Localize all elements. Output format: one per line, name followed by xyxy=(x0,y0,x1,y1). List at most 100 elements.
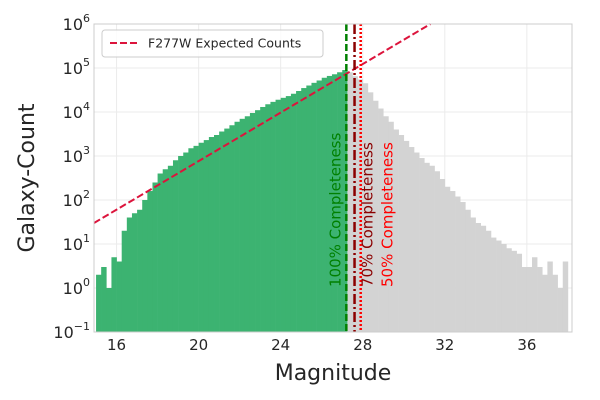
bar-undetected xyxy=(383,116,389,332)
y-axis-label: Galaxy-Count xyxy=(15,103,40,252)
bar-detected xyxy=(131,213,138,332)
bar-detected xyxy=(172,160,179,332)
x-tick-label: 16 xyxy=(107,336,126,354)
bar-detected xyxy=(321,77,328,332)
x-tick-label: 32 xyxy=(435,336,454,354)
legend: F277W Expected Counts xyxy=(101,29,324,58)
bar-undetected xyxy=(460,202,466,332)
bar-undetected xyxy=(542,274,548,332)
bar-undetected xyxy=(347,72,353,332)
bar-undetected xyxy=(434,171,440,332)
legend-label-expected: F277W Expected Counts xyxy=(148,36,301,51)
bar-detected xyxy=(183,152,189,332)
legend-frame xyxy=(101,29,324,58)
histogram-bars xyxy=(96,70,569,333)
bar-undetected xyxy=(373,100,379,333)
bar-detected xyxy=(255,110,261,333)
bar-detected xyxy=(193,145,199,332)
bar-detected xyxy=(152,182,158,332)
bar-detected xyxy=(326,75,333,332)
bar-undetected xyxy=(378,108,384,332)
bar-detected xyxy=(96,274,102,332)
bar-detected xyxy=(208,137,215,332)
bar-detected xyxy=(316,80,323,332)
plot-frame xyxy=(93,23,573,333)
completeness-100-label: 100% Completeness xyxy=(326,133,344,287)
bar-undetected xyxy=(414,152,420,332)
x-tick-label: 36 xyxy=(517,336,536,354)
bar-undetected xyxy=(398,135,405,332)
bar-detected xyxy=(296,91,302,332)
bar-detected xyxy=(157,173,164,332)
completeness-50-label: 50% Completeness xyxy=(379,142,397,287)
bar-detected xyxy=(280,97,287,332)
expected-counts-line xyxy=(93,23,431,224)
x-axis-ticks: 16 20 24 28 32 36 xyxy=(107,336,536,354)
bar-detected xyxy=(260,106,266,332)
bar-undetected xyxy=(439,179,446,332)
bar-detected xyxy=(219,131,225,332)
bar-detected xyxy=(188,148,194,332)
bar-undetected xyxy=(388,121,394,332)
bar-detected xyxy=(116,261,122,332)
bar-detected xyxy=(198,142,205,332)
bar-undetected xyxy=(511,250,517,332)
bar-undetected xyxy=(465,209,471,332)
bar-detected xyxy=(265,104,271,332)
y-tick-label: 103 xyxy=(63,144,90,166)
bar-detected xyxy=(337,72,343,332)
bar-undetected xyxy=(531,257,538,332)
bar-detected xyxy=(121,230,128,332)
bar-detected xyxy=(214,135,220,332)
bar-undetected xyxy=(475,223,482,332)
x-axis-label: Magnitude xyxy=(275,361,392,386)
bar-detected xyxy=(101,267,107,332)
bar-undetected xyxy=(506,248,512,332)
bar-detected xyxy=(147,191,153,332)
bar-detected xyxy=(167,165,174,332)
bar-detected xyxy=(275,99,281,333)
bar-undetected xyxy=(408,147,415,332)
y-tick-label: 100 xyxy=(63,276,90,298)
bar-undetected xyxy=(362,83,369,332)
y-tick-label: 106 xyxy=(63,12,90,34)
bar-undetected xyxy=(455,196,461,332)
bar-detected xyxy=(270,101,276,332)
bar-undetected xyxy=(562,261,569,332)
bar-undetected xyxy=(403,140,410,332)
bar-undetected xyxy=(557,288,564,332)
bar-undetected xyxy=(485,230,492,332)
bar-undetected xyxy=(393,129,399,332)
bar-detected xyxy=(142,200,148,332)
bar-undetected xyxy=(480,225,487,332)
bar-undetected xyxy=(490,237,497,332)
completeness-70-label: 70% Completeness xyxy=(359,142,377,287)
bar-undetected xyxy=(526,267,533,332)
bar-detected xyxy=(306,85,312,332)
x-tick-label: 24 xyxy=(271,336,290,354)
bar-undetected xyxy=(367,92,374,333)
y-tick-label: 102 xyxy=(63,188,90,210)
y-tick-label: 105 xyxy=(63,56,90,78)
bar-detected xyxy=(311,82,317,332)
bar-detected xyxy=(162,169,169,332)
bar-undetected xyxy=(419,158,425,332)
bar-detected xyxy=(285,96,292,332)
bar-detected xyxy=(342,70,348,332)
bar-detected xyxy=(229,125,235,332)
bar-undetected xyxy=(470,217,476,332)
bar-detected xyxy=(178,156,184,332)
bar-undetected xyxy=(501,244,507,332)
bar-detected xyxy=(239,118,246,332)
y-tick-label: 104 xyxy=(63,100,90,122)
bar-detected xyxy=(244,116,251,332)
bar-undetected xyxy=(537,267,543,332)
x-tick-label: 20 xyxy=(189,336,208,354)
bar-undetected xyxy=(552,274,558,332)
bar-detected xyxy=(137,209,143,332)
bar-detected xyxy=(249,112,256,332)
bar-detected xyxy=(106,288,112,332)
bar-undetected xyxy=(444,186,451,332)
bar-detected xyxy=(301,88,307,332)
reference-lines xyxy=(93,23,431,332)
